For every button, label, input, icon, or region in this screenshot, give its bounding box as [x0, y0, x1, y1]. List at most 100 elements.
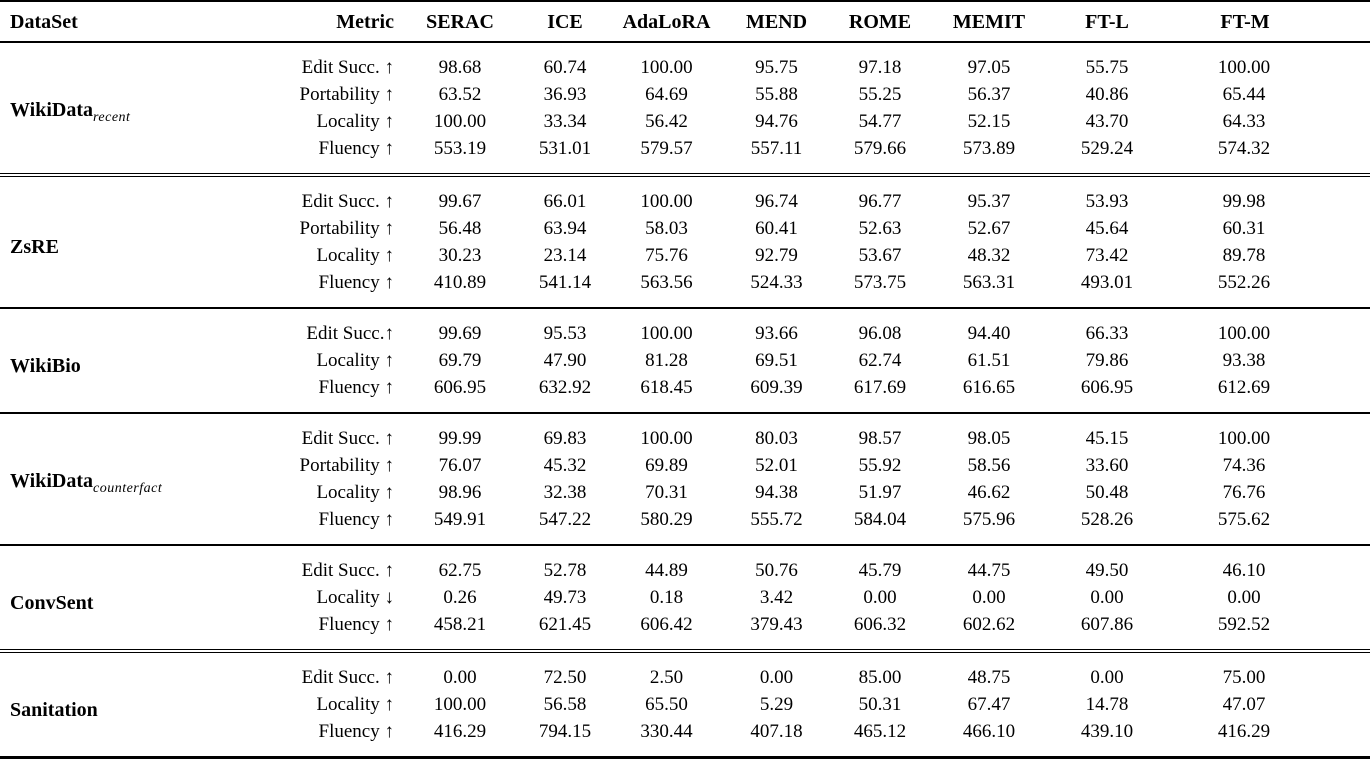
value-cell: 14.78 — [1085, 694, 1129, 715]
value-cell: 55.25 — [858, 84, 902, 105]
value-cell: 439.10 — [1080, 721, 1134, 742]
value-cell: 528.26 — [1080, 509, 1134, 530]
table-row: Locality ↑ 69.79 47.90 81.28 69.51 62.74 61.51… — [0, 347, 1370, 374]
value-cell: 549.91 — [433, 509, 487, 530]
value-cell: 0.00 — [1090, 667, 1124, 688]
metric-cell: Edit Succ. ↑ — [301, 57, 394, 78]
value-cell: 100.00 — [640, 323, 693, 344]
value-cell: 465.12 — [853, 721, 907, 742]
table-row: Locality ↑ 100.00 33.34 56.42 94.76 54.77 52.1… — [0, 108, 1370, 135]
section-wikidata-recent: WikiDatarecent Edit Succ. ↑ 98.68 60.74 100.… — [0, 42, 1370, 175]
value-cell: 47.07 — [1222, 694, 1266, 715]
value-cell: 100.00 — [640, 428, 693, 449]
value-cell: 466.10 — [962, 721, 1016, 742]
metric-cell: Locality ↑ — [316, 694, 394, 715]
value-cell: 60.74 — [543, 57, 587, 78]
table-row: ZsRE Edit Succ. ↑ 99.67 66.01 100.00 96.74 96.… — [0, 175, 1370, 258]
value-cell: 33.34 — [543, 111, 587, 132]
table-row: Sanitation Edit Succ. ↑ 0.00 72.50 2.50 0.00 8… — [0, 651, 1370, 721]
value-cell: 67.47 — [967, 694, 1011, 715]
value-cell: 51.97 — [858, 482, 902, 503]
value-cell: 44.75 — [967, 560, 1011, 581]
value-cell: 94.38 — [755, 482, 798, 503]
value-cell: 5.29 — [759, 694, 794, 715]
value-cell: 529.24 — [1080, 138, 1134, 159]
value-cell: 617.69 — [853, 377, 907, 398]
value-cell: 575.96 — [962, 509, 1016, 530]
value-cell: 52.01 — [755, 455, 798, 476]
column-header-adalora: AdaLoRA — [610, 1, 723, 43]
value-cell: 100.00 — [1217, 323, 1271, 344]
value-cell: 563.56 — [640, 272, 693, 293]
value-cell: 30.23 — [438, 245, 482, 266]
value-cell: 52.63 — [858, 218, 902, 239]
table-row: Fluency ↑ 553.19 531.01 579.57 557.11 579.66 5… — [0, 135, 1370, 175]
metric-cell: Fluency ↑ — [318, 509, 394, 530]
metric-cell: Locality ↑ — [316, 482, 394, 503]
value-cell: 49.73 — [543, 587, 587, 608]
value-cell: 53.93 — [1085, 191, 1129, 212]
value-cell: 541.14 — [538, 272, 592, 293]
value-cell: 606.42 — [640, 614, 693, 635]
dataset-subscript: recent — [92, 109, 131, 125]
value-cell: 48.32 — [967, 245, 1011, 266]
table-row: Portability ↑ 56.48 63.94 58.03 60.41 52.63 52… — [0, 215, 1370, 242]
metric-cell: Portability ↑ — [299, 218, 394, 239]
value-cell: 100.00 — [640, 57, 693, 78]
value-cell: 33.60 — [1085, 455, 1129, 476]
value-cell: 99.99 — [438, 428, 482, 449]
value-cell: 574.32 — [1217, 138, 1271, 159]
value-cell: 100.00 — [433, 694, 487, 715]
value-cell: 3.42 — [759, 587, 794, 608]
value-cell: 2.50 — [649, 667, 684, 688]
value-cell: 96.77 — [858, 191, 902, 212]
value-cell: 85.00 — [858, 667, 902, 688]
value-cell: 23.14 — [543, 245, 587, 266]
section-sanitation: Sanitation Edit Succ. ↑ 0.00 72.50 2.50 0.00 8… — [0, 651, 1370, 758]
value-cell: 0.18 — [649, 587, 684, 608]
value-cell: 79.86 — [1085, 350, 1129, 371]
value-cell: 52.67 — [967, 218, 1011, 239]
value-cell: 45.79 — [858, 560, 902, 581]
value-cell: 58.03 — [645, 218, 688, 239]
metric-cell: Fluency ↑ — [318, 138, 394, 159]
value-cell: 65.44 — [1222, 84, 1266, 105]
value-cell: 89.78 — [1222, 245, 1266, 266]
dataset-label: WikiBio — [10, 354, 81, 377]
value-cell: 0.00 — [443, 667, 477, 688]
value-cell: 81.28 — [645, 350, 688, 371]
value-cell: 0.00 — [863, 587, 897, 608]
value-cell: 98.68 — [438, 57, 482, 78]
value-cell: 95.53 — [543, 323, 587, 344]
value-cell: 55.75 — [1085, 57, 1129, 78]
metric-cell: Portability ↑ — [299, 84, 394, 105]
table-row: WikiBio Edit Succ.↑ 99.69 95.53 100.00 93.66 9… — [0, 308, 1370, 377]
dataset-cell: ConvSent — [0, 545, 240, 651]
value-cell: 80.03 — [755, 428, 798, 449]
metric-cell: Portability ↑ — [299, 455, 394, 476]
value-cell: 92.79 — [755, 245, 798, 266]
value-cell: 98.57 — [858, 428, 902, 449]
value-cell: 56.48 — [438, 218, 482, 239]
value-cell: 44.89 — [645, 560, 688, 581]
dataset-label: WikiData — [10, 98, 93, 121]
value-cell: 580.29 — [640, 509, 693, 530]
value-cell: 606.95 — [433, 377, 487, 398]
column-header-memit: MEMIT — [930, 1, 1048, 43]
column-header-dataset: DataSet — [0, 1, 240, 43]
value-cell: 95.37 — [967, 191, 1011, 212]
column-header-metric: Metric — [240, 1, 400, 43]
value-cell: 56.37 — [967, 84, 1011, 105]
metric-cell: Edit Succ. ↑ — [301, 191, 394, 212]
value-cell: 612.69 — [1217, 377, 1271, 398]
value-cell: 379.43 — [750, 614, 803, 635]
value-cell: 32.38 — [543, 482, 587, 503]
value-cell: 493.01 — [1080, 272, 1134, 293]
column-header-ft-m: FT-M — [1166, 1, 1370, 43]
table-row: Fluency ↑ 410.89 541.14 563.56 524.33 573.75 5… — [0, 269, 1370, 308]
value-cell: 70.31 — [645, 482, 688, 503]
value-cell: 100.00 — [640, 191, 693, 212]
value-cell: 416.29 — [433, 721, 487, 742]
metric-cell: Fluency ↑ — [318, 377, 394, 398]
metric-cell: Fluency ↑ — [318, 721, 394, 742]
